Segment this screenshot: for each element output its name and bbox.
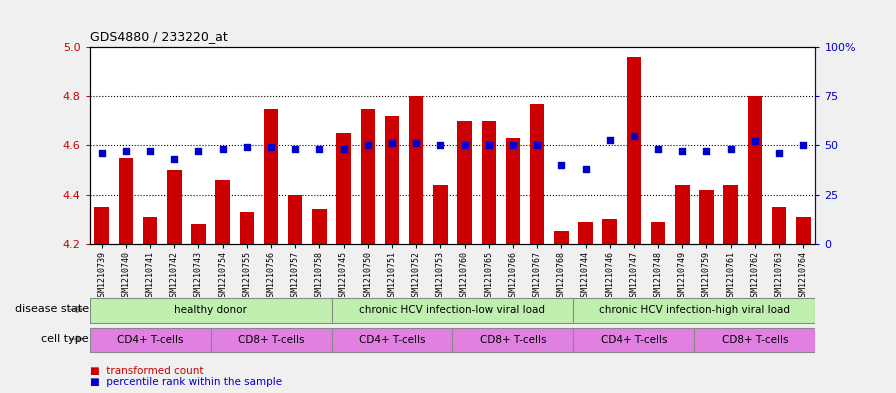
Point xyxy=(579,166,593,172)
Bar xyxy=(452,328,573,352)
Text: CD4+ T-cells: CD4+ T-cells xyxy=(358,335,426,345)
Bar xyxy=(167,170,182,244)
Text: CD8+ T-cells: CD8+ T-cells xyxy=(479,335,547,345)
Point xyxy=(747,138,762,145)
Bar xyxy=(573,298,815,323)
Text: CD8+ T-cells: CD8+ T-cells xyxy=(237,335,305,345)
Point xyxy=(530,142,545,149)
Point xyxy=(264,144,279,151)
Bar xyxy=(215,180,230,244)
Point xyxy=(192,148,206,154)
Point xyxy=(724,146,738,152)
Point xyxy=(119,148,134,154)
Point xyxy=(458,142,472,149)
Bar xyxy=(360,108,375,244)
Bar xyxy=(336,133,351,244)
Bar xyxy=(573,328,694,352)
Text: ■  percentile rank within the sample: ■ percentile rank within the sample xyxy=(90,377,281,387)
Point xyxy=(676,148,690,154)
Point xyxy=(505,142,520,149)
Bar xyxy=(239,212,254,244)
Bar xyxy=(332,328,452,352)
Text: CD4+ T-cells: CD4+ T-cells xyxy=(116,335,184,345)
Text: chronic HCV infection-high viral load: chronic HCV infection-high viral load xyxy=(599,305,790,316)
Text: disease state: disease state xyxy=(14,305,89,314)
Bar xyxy=(723,185,738,244)
Point xyxy=(700,148,714,154)
Bar xyxy=(675,185,690,244)
Bar xyxy=(554,231,569,244)
Point xyxy=(240,144,254,151)
Point xyxy=(216,146,230,152)
Bar xyxy=(409,96,424,244)
Bar xyxy=(626,57,642,244)
Point xyxy=(797,142,811,149)
Point xyxy=(143,148,158,154)
Bar xyxy=(118,158,134,244)
Text: chronic HCV infection-low viral load: chronic HCV infection-low viral load xyxy=(359,305,546,316)
Point xyxy=(168,156,182,162)
Point xyxy=(602,136,616,143)
Bar xyxy=(602,219,617,244)
Bar xyxy=(747,96,762,244)
Bar xyxy=(384,116,400,244)
Bar xyxy=(771,207,787,244)
Bar xyxy=(796,217,811,244)
Bar xyxy=(263,108,279,244)
Bar xyxy=(578,222,593,244)
Bar xyxy=(94,207,109,244)
Point xyxy=(409,140,424,147)
Point xyxy=(95,150,109,156)
Bar xyxy=(457,121,472,244)
Bar xyxy=(332,298,573,323)
Point xyxy=(434,142,448,149)
Point xyxy=(554,162,569,168)
Text: cell type: cell type xyxy=(41,334,89,344)
Text: CD8+ T-cells: CD8+ T-cells xyxy=(721,335,788,345)
Point xyxy=(337,146,351,152)
Point xyxy=(385,140,400,147)
Bar xyxy=(191,224,206,244)
Point xyxy=(289,146,303,152)
Point xyxy=(313,146,327,152)
Bar xyxy=(530,104,545,244)
Text: CD4+ T-cells: CD4+ T-cells xyxy=(600,335,668,345)
Bar xyxy=(90,298,332,323)
Bar xyxy=(650,222,666,244)
Point xyxy=(360,142,375,149)
Bar xyxy=(433,185,448,244)
Point xyxy=(650,146,665,152)
Bar xyxy=(211,328,332,352)
Text: GDS4880 / 233220_at: GDS4880 / 233220_at xyxy=(90,30,228,43)
Point xyxy=(772,150,787,156)
Bar xyxy=(699,189,714,244)
Point xyxy=(627,132,642,139)
Bar xyxy=(312,209,327,244)
Point xyxy=(482,142,496,149)
Bar xyxy=(694,328,815,352)
Text: ■  transformed count: ■ transformed count xyxy=(90,366,203,376)
Bar xyxy=(481,121,496,244)
Bar xyxy=(142,217,158,244)
Bar xyxy=(505,138,521,244)
Text: healthy donor: healthy donor xyxy=(174,305,247,316)
Bar xyxy=(90,328,211,352)
Bar xyxy=(288,195,303,244)
